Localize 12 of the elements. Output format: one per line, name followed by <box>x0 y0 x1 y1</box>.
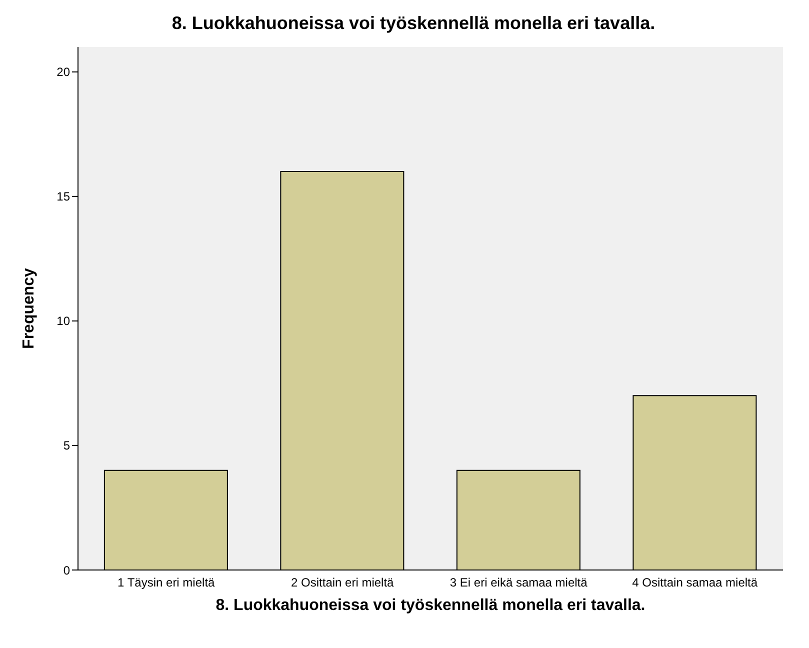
y-tick-label: 10 <box>56 314 70 328</box>
y-tick-label: 0 <box>63 563 70 578</box>
chart-title: 8. Luokkahuoneissa voi työskennellä monella eri tavalla. <box>170 12 656 35</box>
x-axis-title: 8. Luokkahuoneissa voi työskennellä monella eri tavalla. <box>216 597 646 614</box>
x-tick-label: 1 Täysin eri mieltä <box>118 576 216 590</box>
y-tick-label: 15 <box>56 190 70 204</box>
y-tick-label: 20 <box>56 65 70 80</box>
x-tick-label: 2 Osittain eri mieltä <box>291 576 394 590</box>
y-tick-label: 5 <box>63 438 70 453</box>
x-tick-label: 3 Ei eri eikä samaa mieltä <box>450 576 588 590</box>
y-axis-title: Frequency <box>20 268 38 349</box>
x-tick-label: 4 Osittain samaa mieltä <box>632 576 758 590</box>
